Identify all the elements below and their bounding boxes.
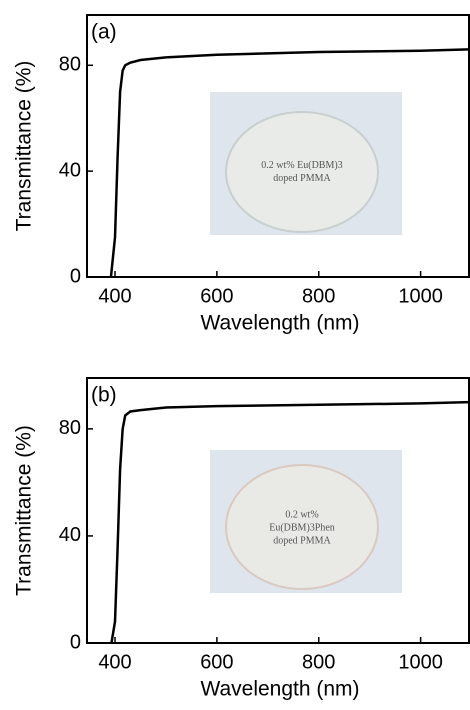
x-tick-label: 600 (200, 285, 233, 307)
x-tick-label: 800 (302, 651, 335, 673)
x-tick-label: 400 (98, 285, 131, 307)
inset-text: 0.2 wt% (285, 509, 318, 520)
y-tick-label: 0 (70, 265, 81, 287)
inset-text: doped PMMA (273, 173, 331, 184)
y-tick-label: 40 (59, 524, 81, 546)
panel-label: (b) (91, 384, 117, 407)
y-tick-label: 0 (70, 631, 81, 653)
data-line (110, 400, 470, 644)
x-tick-label: 400 (98, 651, 131, 673)
y-tick-label: 80 (59, 54, 81, 76)
plot-frame (86, 14, 470, 278)
x-tick-label: 1000 (398, 285, 443, 307)
x-axis-label: Wavelength (nm) (200, 678, 359, 701)
x-tick-label: 1000 (398, 651, 443, 673)
inset-film (225, 111, 379, 233)
panel-label: (a) (91, 21, 117, 44)
plot-frame (86, 377, 470, 644)
inset-film (225, 464, 379, 590)
x-axis-label: Wavelength (nm) (200, 312, 359, 335)
inset-text: doped PMMA (273, 535, 331, 546)
x-tick-label: 800 (302, 285, 335, 307)
data-line (109, 48, 470, 278)
inset-text: 0.2 wt% Eu(DBM)3 (261, 160, 342, 171)
inset-text: Eu(DBM)3Phen (269, 522, 335, 533)
y-tick-label: 40 (59, 159, 81, 181)
x-tick-label: 600 (200, 651, 233, 673)
y-tick-label: 80 (59, 417, 81, 439)
y-axis-label: Transmittance (%) (13, 425, 36, 596)
y-axis-label: Transmittance (%) (13, 61, 36, 232)
